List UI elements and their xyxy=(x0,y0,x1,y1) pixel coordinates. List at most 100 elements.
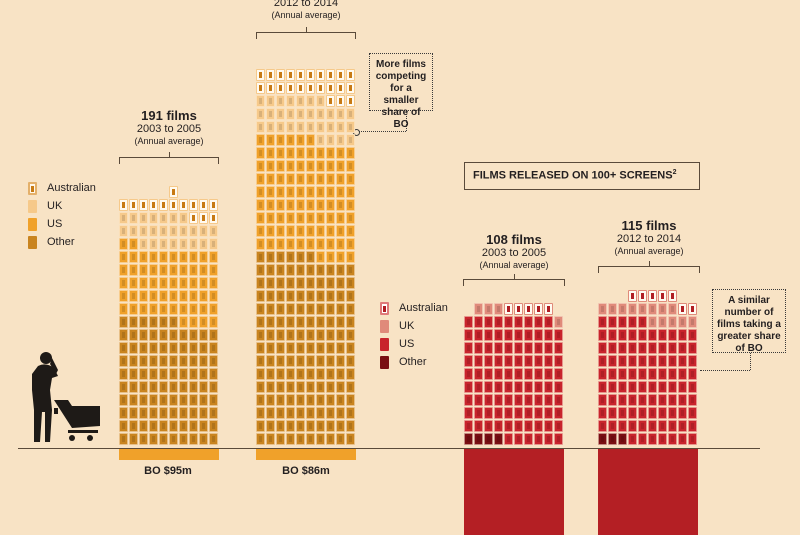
film-icon xyxy=(671,423,674,429)
waffle-cell-other xyxy=(179,433,188,445)
film-icon xyxy=(319,189,322,195)
waffle-cell-us xyxy=(474,316,483,328)
waffle-cell-uk xyxy=(199,238,208,250)
film-icon xyxy=(621,319,624,325)
film-icon xyxy=(309,98,312,104)
waffle-cell-us xyxy=(336,199,345,211)
waffle-cell-us xyxy=(209,264,218,276)
film-icon xyxy=(279,371,282,377)
waffle-cell-us xyxy=(534,368,543,380)
waffle-cell-other xyxy=(139,316,148,328)
film-icon xyxy=(172,384,175,390)
waffle-cell-other xyxy=(296,264,305,276)
waffle-cell-us xyxy=(286,147,295,159)
waffle-cell-us xyxy=(316,186,325,198)
waffle-cell-us xyxy=(658,407,667,419)
waffle-cell-other xyxy=(199,342,208,354)
waffle-cell-us xyxy=(648,407,657,419)
film-icon xyxy=(507,410,510,416)
waffle-cell-us xyxy=(534,381,543,393)
waffle-cell-us xyxy=(618,355,627,367)
film-icon xyxy=(557,332,560,338)
film-icon xyxy=(497,384,500,390)
film-icon xyxy=(132,267,135,273)
waffle-cell-australian xyxy=(336,69,345,81)
waffle-cell-uk xyxy=(296,121,305,133)
waffle-cell-us xyxy=(169,290,178,302)
waffle-cell-other xyxy=(336,329,345,341)
waffle-cell-other xyxy=(169,433,178,445)
waffle-cell-us xyxy=(608,407,617,419)
waffle-cell-other xyxy=(119,433,128,445)
film-icon xyxy=(309,410,312,416)
waffle-cell-us xyxy=(658,381,667,393)
waffle-cell-us xyxy=(326,147,335,159)
film-icon xyxy=(477,345,480,351)
waffle-cell-us xyxy=(316,251,325,263)
waffle-cell-other xyxy=(199,368,208,380)
film-icon xyxy=(299,319,302,325)
waffle-cell-us xyxy=(648,355,657,367)
waffle-cell-us xyxy=(256,173,265,185)
waffle-cell-other xyxy=(316,368,325,380)
waffle-cell-other xyxy=(326,433,335,445)
waffle-cell-us xyxy=(139,303,148,315)
waffle-cell-other xyxy=(119,329,128,341)
waffle-cell-us xyxy=(276,134,285,146)
waffle-cell-other xyxy=(306,433,315,445)
waffle-cell-australian xyxy=(316,82,325,94)
film-icon xyxy=(507,397,510,403)
waffle-cell-us xyxy=(474,342,483,354)
waffle-cell-other xyxy=(276,355,285,367)
waffle-cell-us xyxy=(266,225,275,237)
waffle-cell-uk xyxy=(326,108,335,120)
film-icon xyxy=(319,137,322,143)
film-icon xyxy=(601,384,604,390)
film-icon xyxy=(132,254,135,260)
waffle-cell-other xyxy=(189,407,198,419)
waffle-cell-us xyxy=(276,199,285,211)
film-icon xyxy=(691,306,694,312)
film-icon xyxy=(132,241,135,247)
film-icon xyxy=(212,306,215,312)
footnote-marker: 2 xyxy=(672,169,677,176)
waffle-cell-other xyxy=(306,368,315,380)
film-icon xyxy=(621,384,624,390)
film-icon xyxy=(289,150,292,156)
film-icon xyxy=(202,345,205,351)
waffle-cell-australian xyxy=(209,199,218,211)
waffle-cell-australian xyxy=(316,69,325,81)
film-icon xyxy=(477,410,480,416)
film-icon xyxy=(517,384,520,390)
film-icon xyxy=(691,436,694,442)
film-icon xyxy=(192,254,195,260)
waffle-cell-other xyxy=(346,264,355,276)
waffle-cell-us xyxy=(484,420,493,432)
waffle-cell-us xyxy=(678,433,687,445)
waffle-cell-us xyxy=(149,277,158,289)
bracket xyxy=(463,274,565,286)
film-icon xyxy=(651,345,654,351)
film-icon xyxy=(329,254,332,260)
film-icon xyxy=(172,423,175,429)
film-icon xyxy=(152,254,155,260)
waffle-cell-other xyxy=(316,277,325,289)
waffle-cell-uk xyxy=(658,316,667,328)
waffle-cell-australian xyxy=(286,69,295,81)
film-icon xyxy=(142,215,145,221)
film-icon xyxy=(202,358,205,364)
annotation-leader xyxy=(356,131,406,132)
waffle-cell-other xyxy=(276,329,285,341)
film-icon xyxy=(212,202,215,208)
film-icon xyxy=(259,215,262,221)
waffle-cell-other xyxy=(608,433,617,445)
waffle-cell-us xyxy=(524,368,533,380)
film-icon xyxy=(651,371,654,377)
film-icon xyxy=(487,306,490,312)
waffle-cell-us xyxy=(286,173,295,185)
film-icon xyxy=(269,293,272,299)
film-icon xyxy=(681,306,684,312)
waffle-cell-us xyxy=(494,407,503,419)
film-icon xyxy=(319,306,322,312)
film-icon xyxy=(631,319,634,325)
